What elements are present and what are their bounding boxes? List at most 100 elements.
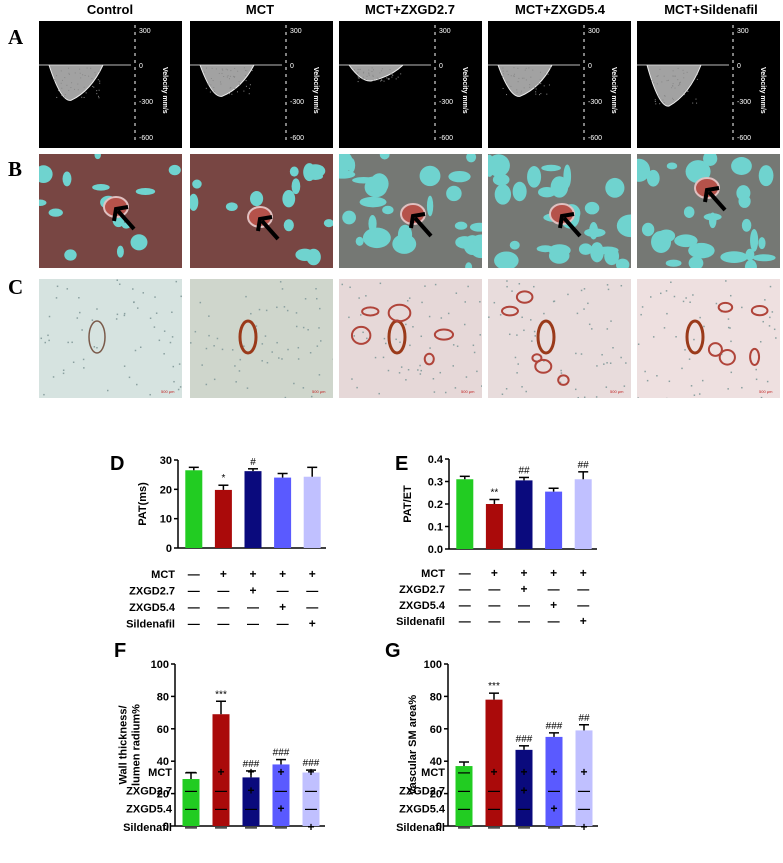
doppler-speckle (543, 85, 545, 87)
nuclei-dot (688, 358, 691, 360)
doppler-speckle (357, 75, 359, 77)
doppler-speckle (365, 78, 367, 80)
doppler-speckle (68, 89, 70, 91)
he-panel-mct (190, 154, 333, 268)
group-header-mct: MCT (245, 2, 275, 17)
doppler-speckle (683, 90, 685, 92)
nuclei-dot (177, 388, 180, 391)
nuclei-dot (82, 358, 85, 361)
doppler-speckle (381, 79, 383, 81)
nuclei-dot (239, 358, 242, 361)
doppler-speckle (229, 87, 231, 89)
treatment-mark: + (491, 566, 498, 580)
treatment-mark: + (220, 567, 227, 581)
nuclei-dot (580, 353, 583, 355)
nuclei-dot (432, 378, 435, 380)
doppler-speckle (54, 80, 56, 82)
nuclei-dot (479, 334, 481, 336)
treatment-mark: — (275, 783, 287, 797)
nuclei-dot (255, 325, 258, 327)
alveolar-space (731, 157, 752, 175)
doppler-speckle (686, 90, 688, 92)
doppler-speckle (233, 75, 235, 77)
alveolar-space (665, 259, 682, 267)
nuclei-dot (133, 301, 135, 304)
y-tick-label: 0 (166, 543, 172, 555)
doppler-speckle (659, 103, 661, 105)
doppler-speckle (80, 77, 82, 79)
nuclei-dot (493, 301, 496, 304)
doppler-speckle (512, 75, 514, 77)
doppler-speckle (658, 95, 660, 97)
nuclei-dot (71, 341, 73, 344)
nuclei-dot (302, 387, 305, 389)
significance-label: *** (215, 689, 227, 700)
doppler-speckle (79, 72, 81, 74)
nuclei-dot (213, 345, 215, 347)
nuclei-dot (760, 396, 763, 398)
doppler-svg: 300 0 -300 -600 Velocity mm/s (488, 25, 617, 143)
nuclei-dot (93, 346, 96, 348)
nuclei-dot (505, 388, 508, 390)
doppler-speckle (666, 80, 668, 82)
nuclei-dot (250, 312, 252, 315)
doppler-speckle (213, 90, 215, 92)
nuclei-dot (62, 369, 65, 372)
doppler-speckle (357, 72, 359, 74)
y-tick-label: 0.4 (428, 454, 444, 466)
nuclei-dot (595, 396, 598, 398)
nuclei-dot (76, 317, 79, 319)
doppler-speckle (400, 73, 402, 75)
nuclei-dot (420, 335, 423, 338)
nuclei-dot (452, 344, 455, 346)
doppler-speckle (674, 87, 676, 89)
alveolar-space (359, 196, 387, 208)
doppler-speckle (502, 67, 504, 69)
doppler-axis-label: Velocity mm/s (161, 67, 168, 114)
doppler-speckle (234, 67, 236, 69)
stained-vessel-small (717, 301, 734, 313)
nuclei-dot (96, 308, 98, 310)
doppler-speckle (528, 67, 530, 69)
doppler-speckle (535, 88, 537, 90)
doppler-speckle (516, 89, 518, 91)
significance-label: ## (518, 465, 530, 476)
doppler-speckle (209, 91, 211, 93)
nuclei-dot (588, 323, 591, 326)
doppler-svg: 300 0 -300 -600 Velocity mm/s (637, 25, 766, 143)
doppler-speckle (359, 68, 361, 70)
doppler-speckle (696, 102, 698, 104)
nuclei-dot (729, 327, 731, 329)
nuclei-dot (173, 380, 175, 383)
treatment-mark: + (580, 566, 587, 580)
doppler-speckle (656, 75, 658, 77)
bar-0 (185, 470, 203, 548)
nuclei-dot (773, 328, 776, 331)
treatment-mark: — (488, 582, 500, 596)
ihc-svg: 500 μm (488, 279, 631, 398)
alveolar-space (355, 236, 364, 246)
doppler-speckle (82, 74, 84, 76)
doppler-speckle (91, 77, 93, 79)
treatment-mark: — (306, 584, 318, 598)
doppler-axis-label: Velocity mm/s (312, 67, 319, 114)
nuclei-dot (276, 341, 278, 344)
doppler-speckle (532, 69, 534, 71)
doppler-speckle (225, 68, 227, 70)
nuclei-dot (43, 393, 45, 396)
doppler-speckle (696, 78, 698, 80)
alveolar-space (578, 243, 593, 255)
nuclei-dot (652, 336, 655, 338)
doppler-speckle (71, 82, 73, 84)
nuclei-dot (759, 341, 762, 343)
treatment-mark: + (279, 567, 286, 581)
alveolar-space (750, 229, 759, 252)
nuclei-dot (358, 297, 360, 299)
doppler-speckle (205, 67, 207, 69)
nuclei-dot (348, 316, 350, 319)
nuclei-dot (208, 315, 210, 317)
doppler-speckle (387, 78, 389, 80)
alveolar-space (469, 222, 482, 232)
alveolar-space (758, 237, 766, 250)
nuclei-dot (552, 300, 555, 303)
